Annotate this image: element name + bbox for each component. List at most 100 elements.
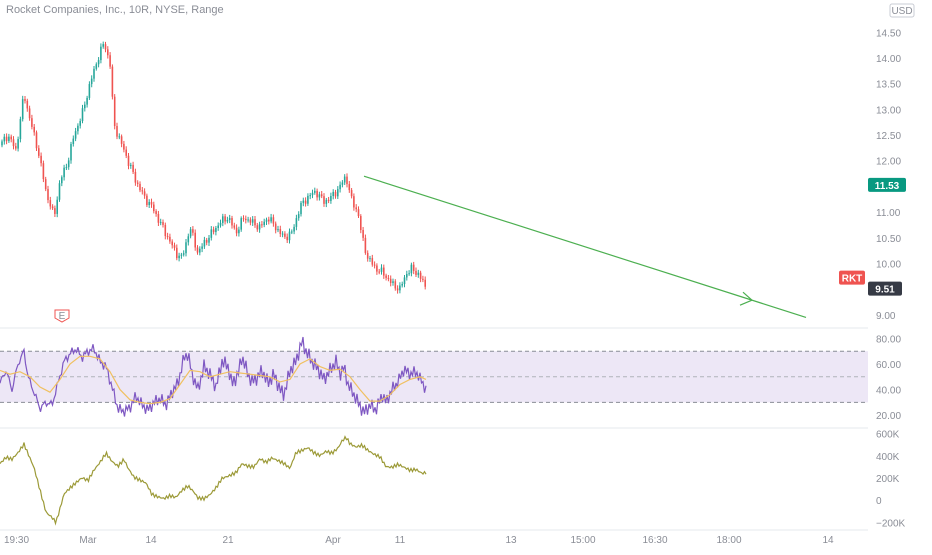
candle-body [19,119,22,140]
candle-body [86,97,88,105]
candle-body [31,118,33,127]
candle-body [35,132,38,149]
oscillator-tick-label-0: 80.00 [876,334,901,345]
candle-body [196,247,199,253]
candle-body [178,255,180,259]
candle-body [118,136,121,138]
candle-body [93,68,95,79]
candle-body [173,245,176,248]
candle-body [10,136,12,140]
candle-body [130,164,132,166]
time-tick-label-8: 16:30 [642,535,667,546]
candle-body [380,267,383,272]
candle-body [100,46,102,61]
candle-body [182,253,185,255]
candle-body [286,236,288,241]
candle-body [325,199,328,204]
candle-body [148,201,150,206]
candle-body [341,182,344,185]
candle-body [107,49,109,56]
candle-body [134,171,137,183]
currency-label: USD [891,6,912,17]
candle-body [366,252,369,259]
candle-body [63,167,65,178]
candle-body [327,199,330,201]
candle-body [192,229,194,233]
candle-body [307,195,309,204]
candle-body [297,214,300,219]
candle-body [415,270,417,275]
candle-body [302,200,305,203]
candle-body [189,229,192,237]
time-tick-label-5: 11 [395,535,406,546]
candle-body [21,99,24,120]
candle-body [109,55,111,67]
candle-body [417,272,420,275]
candle-body [332,191,334,197]
earnings-marker-icon[interactable] [54,309,70,323]
time-tick-label-3: 21 [222,535,234,546]
time-tick-label-7: 15:00 [570,535,595,546]
candle-body [373,264,376,266]
candle-body [58,183,61,200]
candle-body [272,217,275,224]
candle-body [201,246,203,249]
candle-body [180,254,183,256]
candle-body [247,219,249,221]
candle-body [215,227,217,233]
time-tick-label-4: Apr [325,535,341,546]
candle-body [224,216,226,222]
price-tick-label-9: 10.00 [876,259,901,270]
candle-body [104,44,107,50]
price-tick-label-8: 10.50 [876,234,901,245]
volume-tick-label-2: 200K [876,474,900,485]
candle-body [15,146,17,149]
candle-body [3,136,6,142]
candle-body [281,233,284,235]
oscillator-moving-average [0,355,427,405]
candle-body [111,66,114,97]
candle-body [8,136,10,142]
candle-body [316,190,318,198]
candle-body [389,278,392,284]
volume-tick-label-4: −200K [876,518,906,529]
candle-body [228,218,231,220]
trend-line[interactable] [363,175,807,319]
candle-body [79,121,81,126]
candle-body [422,278,424,280]
candle-body [295,218,298,227]
price-tick-label-2: 13.50 [876,80,901,91]
candle-body [291,231,293,233]
candle-body [102,44,104,47]
time-tick-label-2: 14 [145,535,157,546]
candle-body [350,190,353,197]
candle-body [28,108,31,119]
candle-body [210,229,213,238]
candle-body [284,233,286,237]
candle-body [208,237,210,243]
candle-body [47,189,49,201]
candle-body [42,163,45,180]
candle-body [314,190,316,193]
candle-body [1,141,3,146]
candle-body [360,216,362,230]
last-price-tag [868,281,902,296]
candle-body [240,218,242,230]
candle-body [97,60,100,65]
candle-body [127,155,130,166]
volume-indicator-line [0,435,427,526]
candle-body [33,126,35,133]
candle-body [217,225,219,228]
chart-title: Rocket Companies, Inc., 10R, NYSE, Range [6,4,224,16]
candle-body [235,227,238,234]
candle-body [300,202,302,215]
price-tick-label-0: 14.50 [876,28,901,39]
candle-body [187,236,190,243]
candle-body [419,272,422,279]
candle-body [169,236,171,242]
candle-body [65,167,68,169]
price-tick-label-3: 13.00 [876,105,901,116]
candle-body [205,239,208,243]
candle-body [249,219,252,223]
